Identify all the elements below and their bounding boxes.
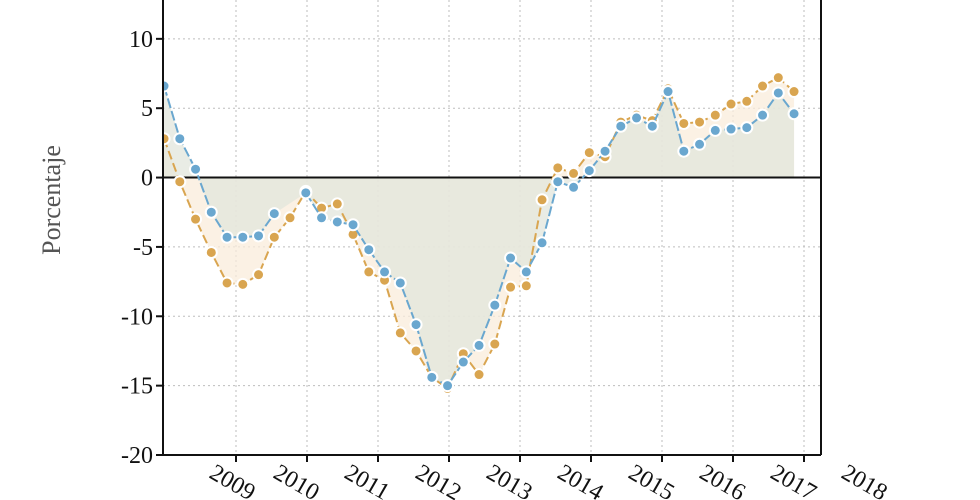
area-fills xyxy=(164,77,795,389)
data-point xyxy=(236,230,250,244)
series-lines xyxy=(163,71,801,395)
data-point xyxy=(504,280,518,294)
x-tick-label: 2010 xyxy=(269,460,324,500)
data-point xyxy=(163,132,171,146)
data-point xyxy=(173,132,187,146)
data-point xyxy=(456,355,470,369)
data-point xyxy=(756,79,770,93)
y-tick-label: -5 xyxy=(133,235,153,261)
data-point xyxy=(504,251,518,265)
x-tick-label: 2014 xyxy=(553,460,608,500)
data-point xyxy=(740,121,754,135)
data-point xyxy=(771,71,785,85)
x-tick-label: 2016 xyxy=(695,460,750,500)
data-point xyxy=(315,211,329,225)
data-point xyxy=(787,85,801,99)
x-tick-label: 2009 xyxy=(205,460,260,500)
data-point xyxy=(163,79,171,93)
data-point xyxy=(472,368,486,382)
x-tick-label: 2015 xyxy=(624,460,679,500)
x-tick-label: 2013 xyxy=(482,460,537,500)
x-tick-label: 2017 xyxy=(766,460,821,500)
data-point xyxy=(708,108,722,122)
x-tick-label: 2012 xyxy=(411,460,466,500)
data-point xyxy=(393,326,407,340)
data-point xyxy=(677,116,691,130)
data-point xyxy=(582,164,596,178)
y-tick-label: -15 xyxy=(121,374,153,400)
data-point xyxy=(220,276,234,290)
y-tick-labels: -20 -15 -10 -5 0 5 10 xyxy=(121,27,153,469)
data-point xyxy=(787,107,801,121)
data-point xyxy=(614,119,628,133)
data-point xyxy=(425,370,439,384)
area-fill xyxy=(164,86,795,386)
data-point xyxy=(645,119,659,133)
y-tick-label: 0 xyxy=(141,166,153,192)
data-point xyxy=(567,166,581,180)
data-point xyxy=(409,318,423,332)
data-point xyxy=(441,379,455,393)
x-tick-label: 2018 xyxy=(837,460,892,500)
data-point xyxy=(472,338,486,352)
data-point xyxy=(519,279,533,293)
data-point xyxy=(661,85,675,99)
data-point xyxy=(409,344,423,358)
data-point xyxy=(535,193,549,207)
y-tick-label: -20 xyxy=(121,443,153,469)
data-point xyxy=(771,86,785,100)
data-point xyxy=(582,146,596,160)
data-point xyxy=(189,162,203,176)
data-point xyxy=(378,265,392,279)
data-point xyxy=(330,215,344,229)
data-point xyxy=(346,218,360,232)
data-point xyxy=(693,137,707,151)
data-point xyxy=(724,122,738,136)
data-point xyxy=(204,245,218,259)
data-point xyxy=(630,111,644,125)
data-point xyxy=(330,197,344,211)
x-tick-label: 2011 xyxy=(340,460,394,500)
data-point xyxy=(519,265,533,279)
data-point xyxy=(598,144,612,158)
data-point xyxy=(693,115,707,129)
data-point xyxy=(267,230,281,244)
data-point xyxy=(173,175,187,189)
data-point xyxy=(488,337,502,351)
data-point xyxy=(236,277,250,291)
data-point xyxy=(362,243,376,257)
y-tick-label: -10 xyxy=(121,304,153,330)
data-point xyxy=(189,212,203,226)
axes xyxy=(156,0,822,462)
y-tick-label: 10 xyxy=(129,27,153,53)
data-point xyxy=(252,268,266,282)
data-point xyxy=(393,276,407,290)
y-tick-label: 5 xyxy=(141,96,153,122)
data-point xyxy=(551,161,565,175)
data-point xyxy=(267,207,281,221)
data-point xyxy=(204,205,218,219)
data-point xyxy=(220,230,234,244)
data-point xyxy=(551,175,565,189)
data-point xyxy=(488,298,502,312)
data-point xyxy=(252,229,266,243)
data-point xyxy=(724,97,738,111)
x-tick-labels: 2009 2010 2011 2012 2013 2014 2015 2016 2017 2018 xyxy=(205,460,892,500)
grid xyxy=(163,0,821,456)
data-point xyxy=(567,180,581,194)
data-point xyxy=(362,265,376,279)
data-point xyxy=(283,211,297,225)
y-axis-title: Porcentaje xyxy=(37,145,66,255)
data-point xyxy=(740,94,754,108)
data-point xyxy=(708,123,722,137)
data-point xyxy=(677,144,691,158)
data-point xyxy=(756,108,770,122)
data-point xyxy=(535,236,549,250)
data-point xyxy=(299,186,313,200)
